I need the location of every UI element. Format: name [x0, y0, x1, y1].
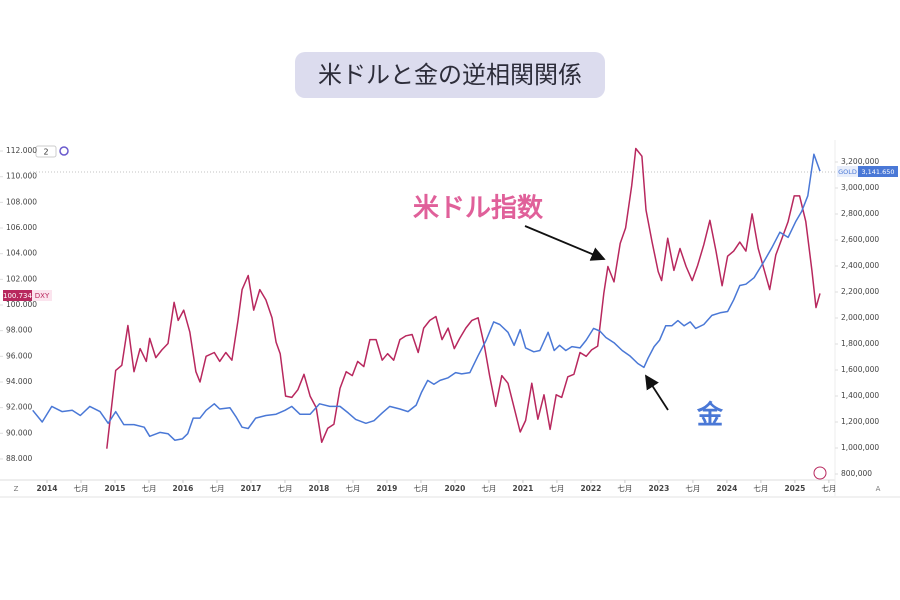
- x-tick-label: 七月: [481, 484, 496, 493]
- y-tick-label: 112.000: [6, 146, 37, 155]
- x-tick-label: 2018: [309, 484, 330, 493]
- y-tick-label: 108.000: [6, 197, 37, 206]
- y-tick-label: 94.000: [6, 377, 32, 386]
- y-tick-label: 88.000: [6, 454, 32, 463]
- x-tick-label: 七月: [277, 484, 292, 493]
- x-tick-label: 七月: [141, 484, 156, 493]
- y-tick-label: 98.000: [6, 326, 32, 335]
- x-tick-label: 2017: [241, 484, 262, 493]
- x-tick-label: 七月: [753, 484, 768, 493]
- name-badge: [32, 290, 52, 301]
- x-tick-label: 2016: [173, 484, 194, 493]
- x-tick-label: 2023: [648, 484, 669, 493]
- x-tick-label: 2020: [444, 484, 465, 493]
- y2-tick-label: 2,200,000: [841, 287, 879, 296]
- toolbar-label[interactable]: A: [876, 485, 881, 493]
- value-badge: [858, 166, 898, 177]
- y2-tick-label: 3,200,000: [841, 157, 879, 166]
- y2-tick-label: 2,600,000: [841, 235, 879, 244]
- x-tick-label: 七月: [73, 484, 88, 493]
- x-tick-label: 2025: [784, 484, 805, 493]
- name-badge: [837, 166, 858, 177]
- y2-tick-label: 2,000,000: [841, 313, 879, 322]
- value-badge: [3, 290, 32, 301]
- event-icon[interactable]: [813, 466, 827, 480]
- chart-title: 米ドルと金の逆相関関係: [318, 61, 582, 89]
- x-tick-label: 2021: [512, 484, 533, 493]
- y-tick-label: 110.000: [6, 172, 37, 181]
- title-box: [295, 52, 605, 98]
- y-tick-label: 102.000: [6, 274, 37, 283]
- y2-tick-label: 3,000,000: [841, 183, 879, 192]
- toolbar-label[interactable]: 2: [43, 148, 48, 157]
- x-tick-label: 七月: [617, 484, 632, 493]
- x-tick-label: 2019: [377, 484, 398, 493]
- y-tick-label: 92.000: [6, 403, 32, 412]
- toolbar-label[interactable]: Z: [14, 485, 19, 493]
- x-tick-label: 七月: [549, 484, 564, 493]
- y-tick-label: 100.000: [6, 300, 37, 309]
- badge-value: 100.734: [3, 292, 32, 300]
- annotation: 米ドル指数: [413, 194, 544, 224]
- y2-tick-label: 1,600,000: [841, 365, 879, 374]
- series-line: [32, 153, 821, 441]
- y-tick-label: 104.000: [6, 249, 37, 258]
- x-tick-label: 七月: [821, 484, 836, 493]
- arrow: [524, 225, 606, 261]
- series-line: [106, 147, 821, 449]
- arrow: [645, 374, 669, 411]
- y2-tick-label: 1,800,000: [841, 339, 879, 348]
- y2-tick-label: 1,400,000: [841, 391, 879, 400]
- x-tick-label: 七月: [413, 484, 428, 493]
- y2-tick-label: 2,800,000: [841, 209, 879, 218]
- y2-tick-label: 800,000: [841, 469, 872, 478]
- x-tick-label: 七月: [685, 484, 700, 493]
- annotation: 金: [696, 400, 724, 431]
- x-tick-label: 2014: [37, 484, 58, 493]
- y-tick-label: 106.000: [6, 223, 37, 232]
- toolbar-icon[interactable]: [59, 146, 69, 156]
- y-tick-label: 96.000: [6, 351, 32, 360]
- x-tick-label: 2024: [716, 484, 737, 493]
- x-tick-label: 2022: [580, 484, 601, 493]
- x-tick-label: 2015: [105, 484, 126, 493]
- toolbar-button[interactable]: [35, 145, 57, 158]
- x-tick-label: 七月: [345, 484, 360, 493]
- y2-tick-label: 2,400,000: [841, 261, 879, 270]
- badge-value: 3,141.650: [861, 168, 894, 176]
- y2-tick-label: 1,000,000: [841, 443, 879, 452]
- badge-name: DXY: [35, 292, 50, 300]
- y-tick-label: 90.000: [6, 428, 32, 437]
- y2-tick-label: 1,200,000: [841, 417, 879, 426]
- x-tick-label: 七月: [209, 484, 224, 493]
- badge-name: GOLD: [838, 168, 857, 176]
